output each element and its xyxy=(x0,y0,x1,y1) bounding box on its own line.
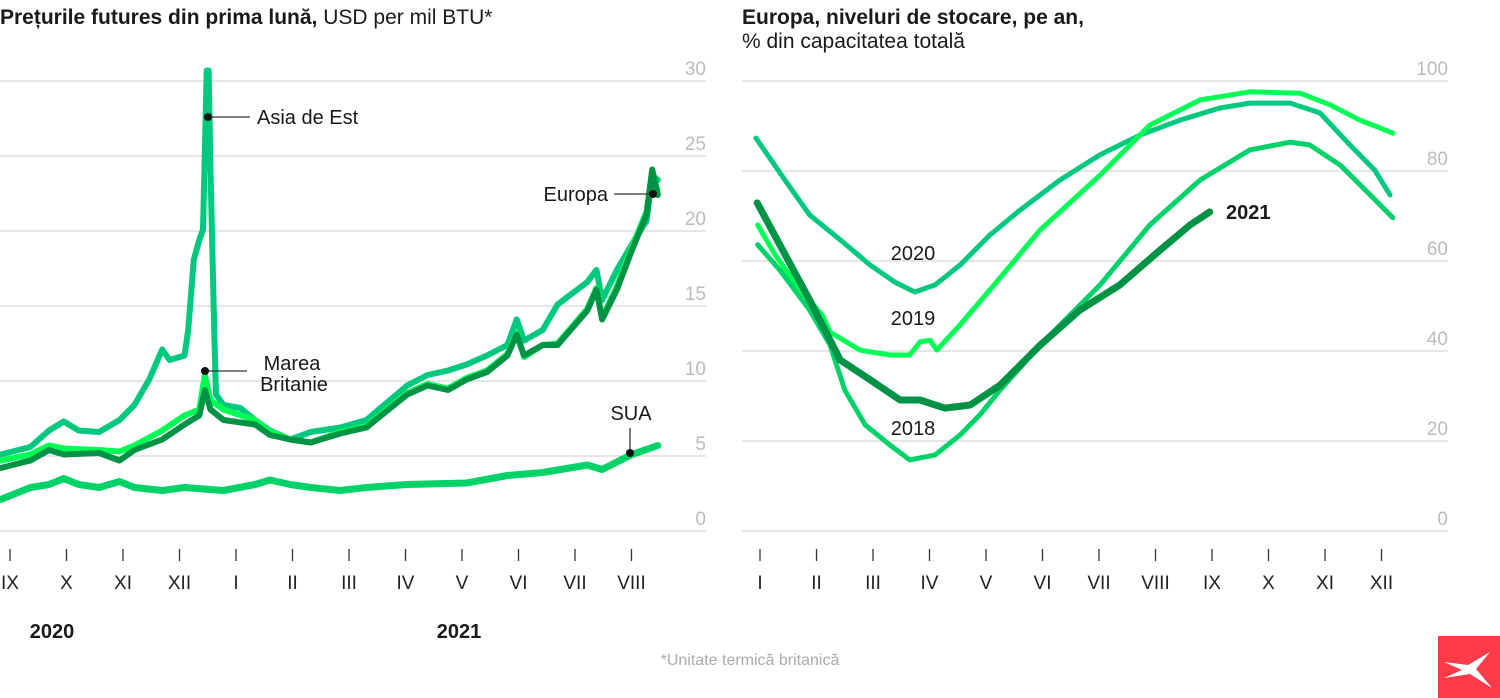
x-tick-label: IV xyxy=(397,573,415,594)
footnote: *Unitate termică britanică xyxy=(660,652,840,669)
y-tick-label: 60 xyxy=(1427,239,1448,260)
series-line-2020 xyxy=(753,100,1393,295)
x-tick-label: VI xyxy=(1034,573,1052,594)
right-chart-title: Europa, niveluri de stocare, pe an, % di… xyxy=(742,6,1084,54)
x-tick-label: VIII xyxy=(617,573,646,594)
series-line-europa xyxy=(0,166,661,471)
x-tick-label: II xyxy=(811,573,822,594)
x-tick-label: I xyxy=(233,573,238,594)
right-title-bold: Europa, niveluri de stocare, pe an, xyxy=(742,6,1084,29)
y-tick-label: 0 xyxy=(695,509,706,530)
x-tick-label: VI xyxy=(510,573,528,594)
x-tick-label: VII xyxy=(563,573,586,594)
x-tick-label: IX xyxy=(1,573,19,594)
y-tick-label: 10 xyxy=(685,359,706,380)
annotation-uk: Marea Britanie xyxy=(201,353,328,396)
y-tick-label: 20 xyxy=(1427,419,1448,440)
series-line-sua xyxy=(0,442,662,503)
y-tick-label: 20 xyxy=(685,209,706,230)
annotation-usa: SUA xyxy=(610,403,652,457)
label-usa: SUA xyxy=(610,403,652,425)
label-2021: 2021 xyxy=(1226,202,1271,224)
year-label-2021: 2021 xyxy=(437,621,482,643)
y-tick-label: 30 xyxy=(685,59,706,80)
x-tick-label: XII xyxy=(1370,573,1393,594)
annotation-europe: Europa xyxy=(544,184,657,206)
label-asia: Asia de Est xyxy=(257,107,359,129)
label-uk: Marea Britanie xyxy=(260,353,328,396)
x-tick-label: II xyxy=(287,573,298,594)
x-tick-label: XII xyxy=(168,573,191,594)
label-2018: 2018 xyxy=(891,418,936,440)
label-2019: 2019 xyxy=(891,308,936,330)
y-tick-label: 40 xyxy=(1427,329,1448,350)
y-tick-label: 80 xyxy=(1427,149,1448,170)
x-tick-label: VIII xyxy=(1141,573,1170,594)
left-title-unit: USD per mil BTU* xyxy=(323,6,493,29)
y-tick-label: 0 xyxy=(1437,509,1448,530)
left-chart-title: Prețurile futures din prima lună, USD pe… xyxy=(0,6,492,30)
x-tick-label: V xyxy=(456,573,469,594)
x-tick-label: I xyxy=(757,573,762,594)
label-europe: Europa xyxy=(544,184,609,206)
series-line-marea-britanie xyxy=(0,168,661,464)
x-tick-label: IX xyxy=(1203,573,1221,594)
x-tick-label: VII xyxy=(1087,573,1110,594)
y-tick-label: 100 xyxy=(1416,59,1448,80)
x-brand-logo-icon xyxy=(1438,636,1500,698)
y-tick-label: 15 xyxy=(685,284,706,305)
series-line-2021 xyxy=(753,199,1214,412)
label-2020: 2020 xyxy=(891,243,936,265)
series-line-2019 xyxy=(755,89,1396,358)
x-tick-label: X xyxy=(1262,573,1275,594)
y-tick-label: 25 xyxy=(685,134,706,155)
x-tick-label: XI xyxy=(114,573,132,594)
x-tick-label: X xyxy=(60,573,73,594)
x-tick-label: III xyxy=(341,573,357,594)
right-title-unit: % din capacitatea totală xyxy=(742,30,965,53)
x-tick-label: III xyxy=(865,573,881,594)
x-tick-label: IV xyxy=(921,573,939,594)
left-title-bold: Prețurile futures din prima lună, xyxy=(0,6,318,29)
x-tick-label: XI xyxy=(1316,573,1334,594)
series-line-asia-de-est xyxy=(0,67,661,458)
x-tick-label: V xyxy=(980,573,993,594)
y-tick-label: 5 xyxy=(695,434,706,455)
series-line-2018 xyxy=(755,139,1396,463)
annotation-asia: Asia de Est xyxy=(204,107,359,129)
year-label-2020: 2020 xyxy=(30,621,75,643)
